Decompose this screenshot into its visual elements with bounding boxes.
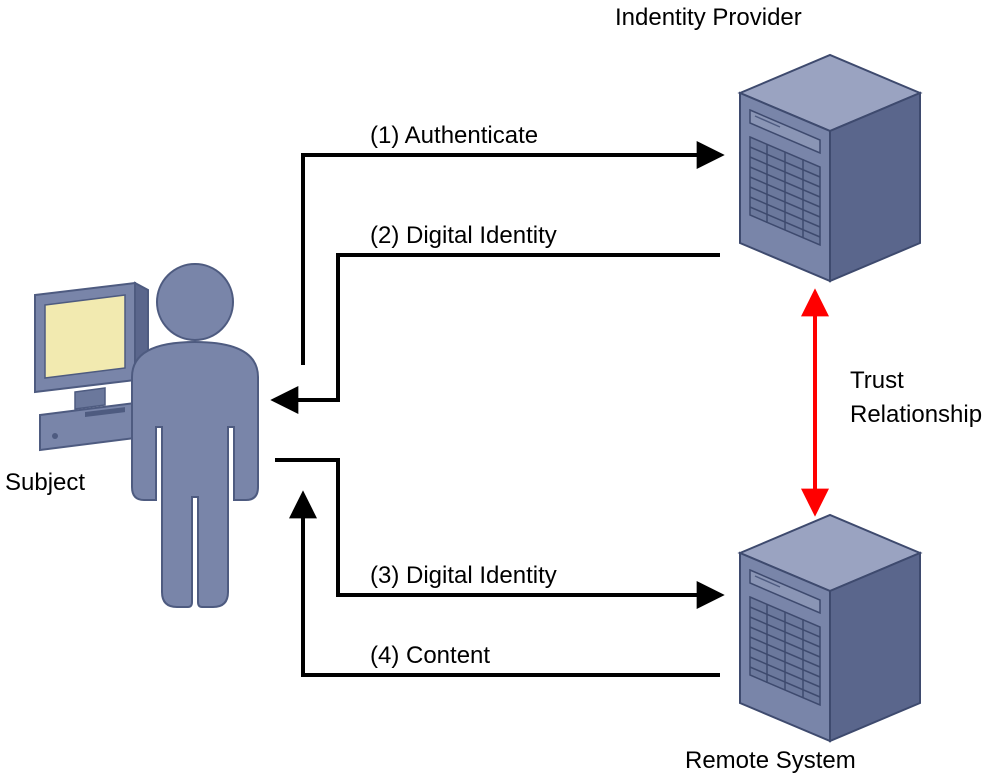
identity-provider-server-icon: [740, 55, 920, 281]
subject-icon: [35, 264, 258, 607]
label-trust-2: Relationship: [850, 401, 982, 428]
label-subject: Subject: [5, 469, 85, 496]
remote-system-server-icon: [740, 515, 920, 741]
arrow-authenticate: [303, 155, 720, 365]
arrow-digital-identity-1: [275, 255, 720, 400]
label-digital-identity-2: (3) Digital Identity: [370, 562, 557, 589]
label-trust-1: Trust: [850, 367, 904, 394]
label-authenticate: (1) Authenticate: [370, 122, 538, 149]
label-identity-provider: Indentity Provider: [615, 4, 802, 31]
label-remote-system: Remote System: [685, 747, 856, 774]
identity-federation-diagram: (1) Authenticate (2) Digital Identity (3…: [0, 0, 1000, 782]
label-content: (4) Content: [370, 642, 490, 669]
person-icon: [132, 264, 258, 607]
label-digital-identity-1: (2) Digital Identity: [370, 222, 557, 249]
